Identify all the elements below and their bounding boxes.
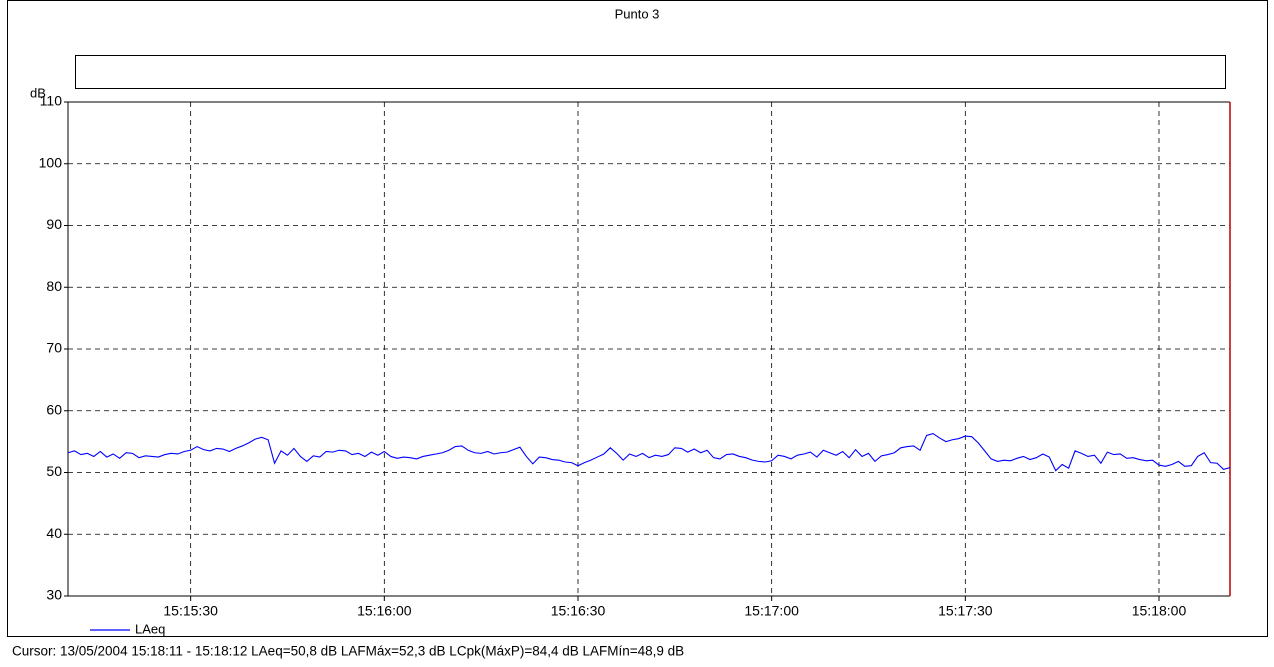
cursor-readout: Cursor: 13/05/2004 15:18:11 - 15:18:12 L… <box>12 644 684 659</box>
x-tick-label: 15:18:00 <box>1132 603 1187 619</box>
x-tick-label: 15:16:00 <box>357 603 412 619</box>
y-tick-label: 50 <box>46 463 62 479</box>
y-tick-label: 30 <box>46 587 62 603</box>
x-tick-label: 15:17:00 <box>744 603 799 619</box>
info-box <box>75 55 1226 89</box>
y-tick-label: 40 <box>46 525 62 541</box>
plot-frame <box>67 101 1230 597</box>
data-line <box>67 433 1231 472</box>
x-tick-label: 15:17:30 <box>938 603 993 619</box>
y-tick-label: 80 <box>46 278 62 294</box>
x-tick-label: 15:16:30 <box>551 603 606 619</box>
y-axis-label: dB <box>30 85 46 100</box>
y-tick-label: 100 <box>39 154 63 170</box>
chart-title: Punto 3 <box>615 6 660 21</box>
y-tick-label: 110 <box>40 93 63 109</box>
y-tick-label: 70 <box>46 340 62 356</box>
outer-frame <box>7 0 1268 637</box>
x-tick-label: 15:15:30 <box>163 603 218 619</box>
legend-label: LAeq <box>135 621 165 636</box>
y-tick-label: 90 <box>46 216 62 232</box>
y-tick-label: 60 <box>46 401 62 417</box>
